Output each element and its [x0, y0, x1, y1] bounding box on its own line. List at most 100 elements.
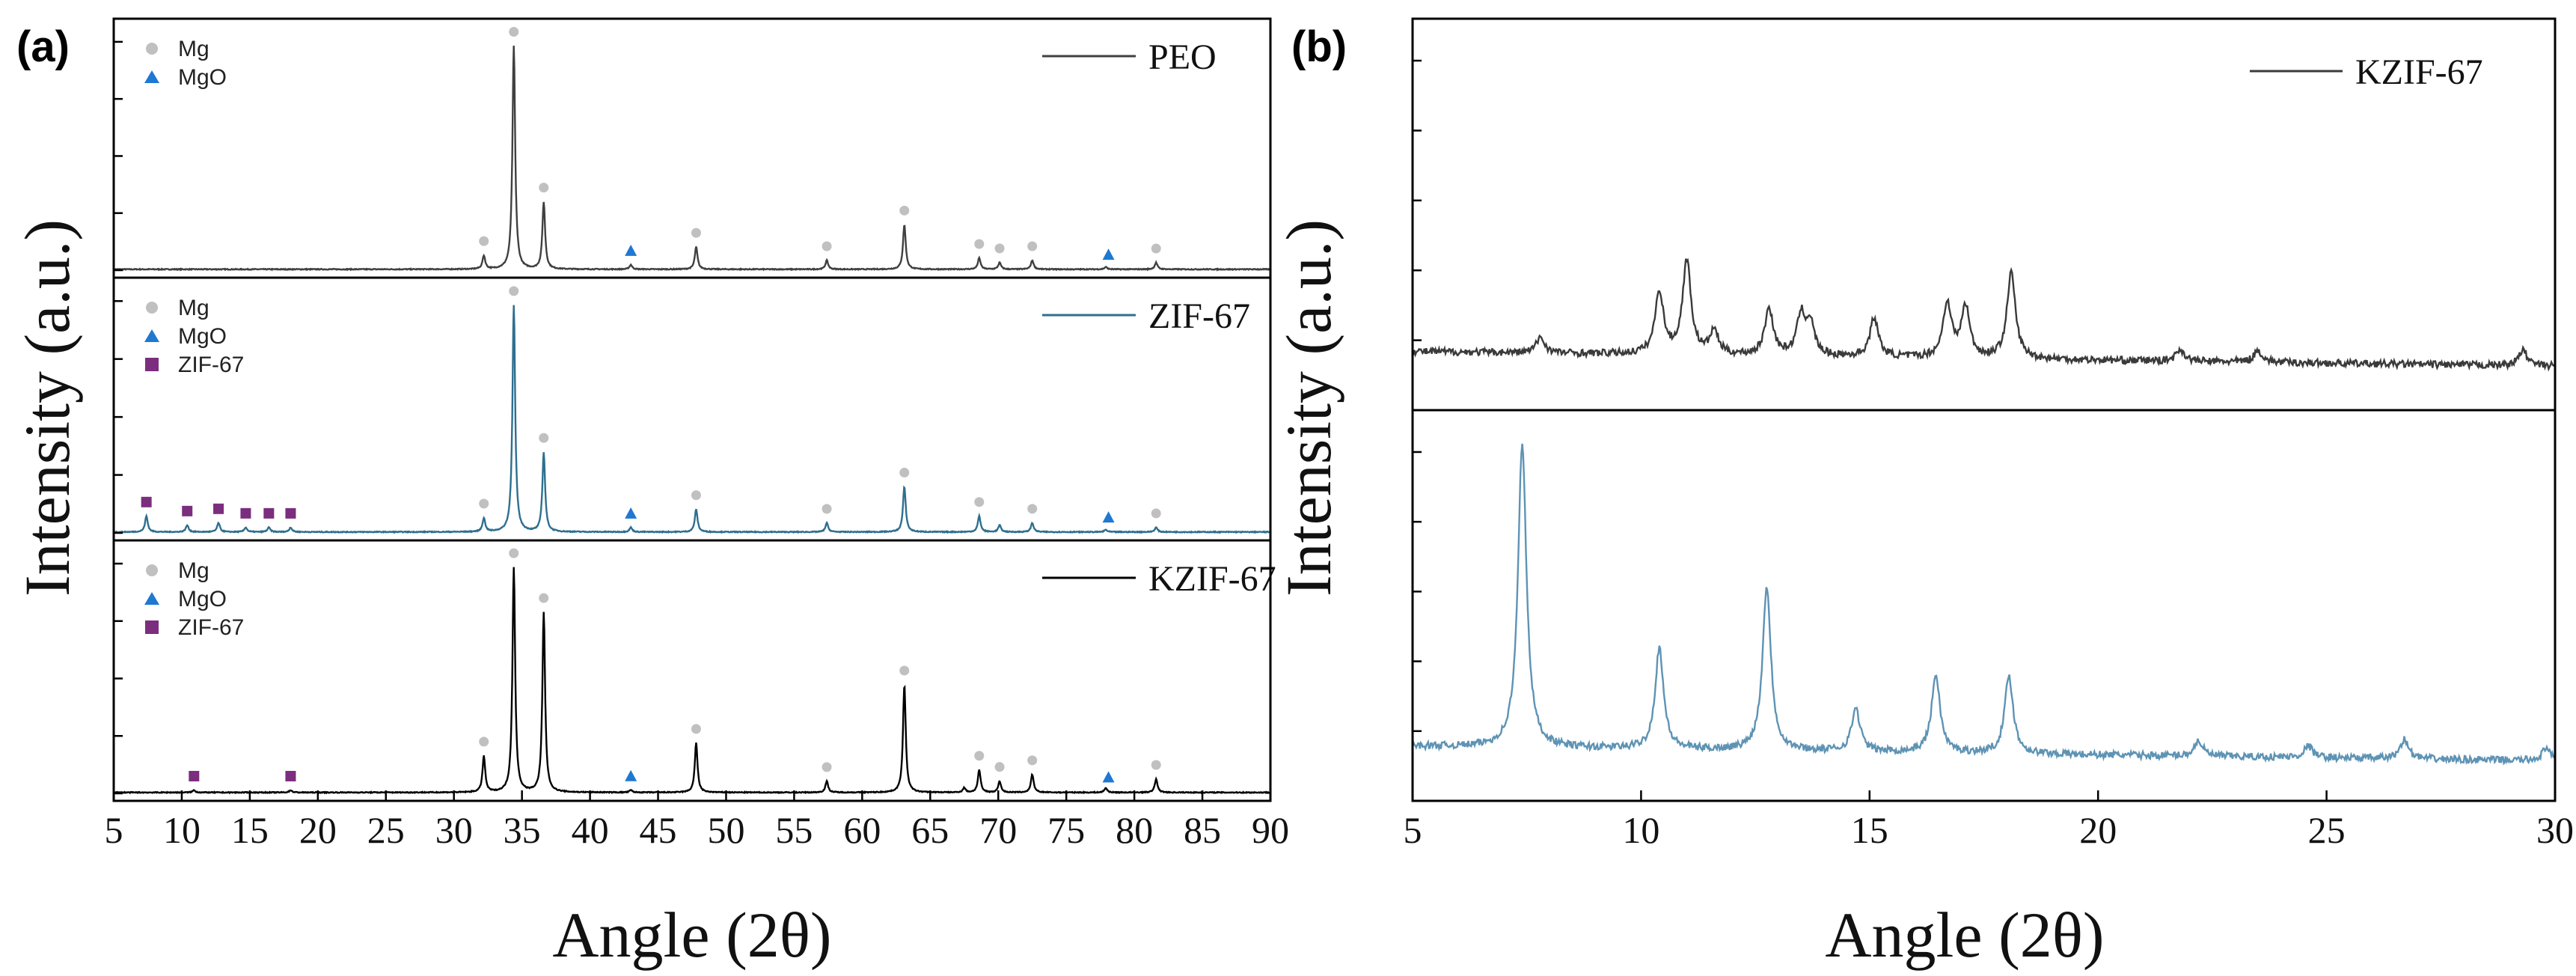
zif-67-marker — [263, 507, 275, 519]
mg-marker — [822, 504, 832, 514]
mg-marker — [509, 286, 519, 296]
trace-kzif-67 — [113, 567, 1270, 795]
mgo-marker — [1102, 248, 1115, 260]
x-tick-label: 45 — [640, 809, 677, 851]
zif-67-marker — [189, 770, 200, 781]
zif-67-marker — [285, 770, 296, 781]
legend-mgo-symbol — [144, 592, 159, 605]
mg-marker — [509, 548, 519, 558]
legend-kzif-67-label: KZIF-67 — [2355, 52, 2483, 92]
legend-zif-67-label: ZIF-67 — [1148, 296, 1250, 336]
x-tick-label: 10 — [1622, 809, 1659, 851]
mg-marker — [691, 490, 701, 501]
mg-marker — [899, 467, 910, 478]
legend-mg-symbol — [146, 564, 158, 576]
mg-marker — [479, 236, 489, 246]
mgo-marker — [625, 507, 637, 519]
legend-peo-label: PEO — [1148, 37, 1217, 77]
panel-b-x-axis-title: Angle (2θ) — [1825, 899, 2104, 971]
legend-mg-label: Mg — [178, 37, 209, 61]
panel-a-frame — [112, 17, 1272, 802]
panel-b-traces — [1411, 257, 2557, 766]
mg-marker — [899, 205, 910, 216]
mg-marker — [1027, 755, 1038, 766]
mg-marker — [539, 433, 549, 443]
panel-b-y-axis-title: Intensity (a.u.) — [1273, 219, 1344, 597]
x-tick-label: 75 — [1047, 809, 1085, 851]
x-tick-label: 25 — [367, 809, 405, 851]
x-tick-label: 30 — [2536, 809, 2574, 851]
panel-a-legends: Mg MgO PEO Mg MgO ZIF-67 ZIF-67 Mg MgO ZIF-67 KZIF… — [144, 37, 1276, 640]
x-tick-label: 5 — [1404, 809, 1422, 851]
x-tick-label: 25 — [2308, 809, 2346, 851]
mg-marker — [509, 26, 519, 37]
mg-marker — [1027, 504, 1038, 514]
legend-mg-label: Mg — [178, 558, 209, 583]
mg-marker — [822, 762, 832, 772]
x-tick-label: 15 — [1851, 809, 1888, 851]
mg-marker — [479, 498, 489, 509]
panel-a-x-axis-title: Angle (2θ) — [552, 899, 831, 971]
mgo-marker — [1102, 511, 1115, 523]
panel-a-axes: 5 10 15 20 25 30 35 40 45 50 55 60 65 70 75 80 85 90 — [105, 17, 1289, 851]
legend-mgo-symbol — [144, 70, 159, 83]
x-tick-label: 40 — [572, 809, 609, 851]
x-tick-label: 5 — [105, 809, 123, 851]
x-tick-label: 85 — [1184, 809, 1221, 851]
x-tick-label: 35 — [504, 809, 541, 851]
x-tick-label: 10 — [163, 809, 201, 851]
x-tick-label: 50 — [707, 809, 744, 851]
zif-67-marker — [182, 505, 193, 516]
mg-marker — [1027, 241, 1038, 251]
panel-a-phase-markers — [141, 26, 1161, 783]
trace-zif-67 — [113, 305, 1270, 534]
zif-67-marker — [285, 507, 296, 519]
x-tick-label: 55 — [775, 809, 813, 851]
zif-67-marker — [213, 503, 224, 514]
panel-a-traces — [112, 45, 1270, 795]
panel-b-label: (b) — [1291, 22, 1347, 71]
legend-zif-67-symbol — [145, 620, 159, 634]
x-tick-label: 20 — [2079, 809, 2117, 851]
trace-zif-67-bottom — [1411, 443, 2557, 766]
legend-mgo-symbol — [144, 329, 159, 342]
x-tick-label: 90 — [1252, 809, 1289, 851]
mgo-marker — [625, 244, 637, 256]
legend-mg-symbol — [146, 302, 158, 314]
mg-marker — [479, 736, 489, 747]
mg-marker — [691, 228, 701, 238]
panel-b-chart: KZIF-67 5 10 15 20 25 30 Intensity (a.u.) Ang… — [1273, 17, 2574, 971]
panel-a-label: (a) — [16, 22, 70, 71]
mgo-marker — [625, 769, 637, 781]
mg-marker — [994, 243, 1005, 254]
panel-a-y-axis-title: Intensity (a.u.) — [11, 219, 83, 597]
panel-b-legends: KZIF-67 — [2250, 52, 2483, 92]
legend-mgo-label: MgO — [178, 324, 227, 349]
x-tick-label: 20 — [299, 809, 337, 851]
legend-mg-label: Mg — [178, 296, 209, 320]
mg-marker — [974, 239, 985, 249]
mg-marker — [539, 183, 549, 193]
trace-peo — [112, 45, 1270, 272]
x-tick-label: 15 — [231, 809, 269, 851]
x-tick-label: 65 — [911, 809, 949, 851]
legend-mgo-label: MgO — [178, 587, 227, 611]
panel-b-axes: 5 10 15 20 25 30 — [1404, 17, 2574, 851]
mg-marker — [974, 497, 985, 507]
legend-zif-67-label: ZIF-67 — [178, 615, 244, 640]
zif-67-marker — [141, 496, 152, 507]
x-tick-label: 30 — [435, 809, 473, 851]
mg-marker — [1151, 243, 1161, 254]
mg-marker — [539, 593, 549, 603]
mg-marker — [1151, 760, 1161, 770]
legend-zif-67-symbol — [145, 358, 159, 371]
legend-mg-symbol — [146, 43, 158, 55]
x-tick-label: 60 — [843, 809, 881, 851]
legend-zif-67-label: ZIF-67 — [178, 353, 244, 377]
mg-marker — [899, 665, 910, 676]
trace-kzif-67 — [1412, 257, 2557, 372]
mg-marker — [691, 724, 701, 734]
mg-marker — [1151, 508, 1161, 519]
mg-marker — [974, 751, 985, 761]
